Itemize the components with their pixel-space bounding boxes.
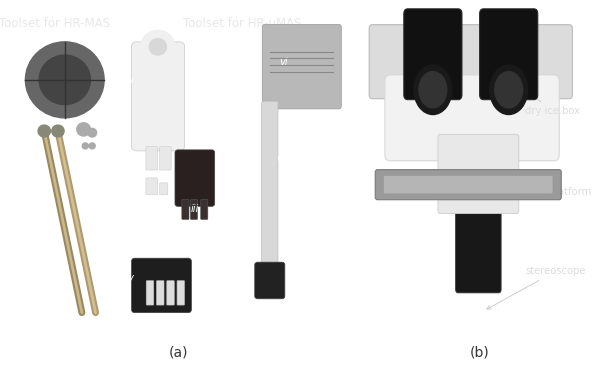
FancyBboxPatch shape	[375, 170, 561, 200]
Circle shape	[52, 125, 64, 137]
FancyBboxPatch shape	[146, 281, 153, 305]
Circle shape	[39, 55, 90, 105]
FancyBboxPatch shape	[132, 42, 185, 151]
FancyBboxPatch shape	[404, 9, 462, 100]
Text: v: v	[127, 273, 133, 283]
Text: Toolset for HR-MAS: Toolset for HR-MAS	[0, 17, 110, 30]
FancyBboxPatch shape	[132, 258, 191, 313]
Circle shape	[26, 42, 104, 118]
Text: 4 mm rotor
Kel-F insert: 4 mm rotor Kel-F insert	[92, 129, 139, 149]
FancyBboxPatch shape	[438, 134, 519, 214]
FancyBboxPatch shape	[385, 75, 559, 161]
Circle shape	[141, 30, 175, 63]
Circle shape	[419, 72, 447, 108]
FancyBboxPatch shape	[262, 24, 341, 109]
FancyBboxPatch shape	[255, 262, 285, 299]
FancyBboxPatch shape	[146, 178, 158, 195]
FancyBboxPatch shape	[160, 183, 168, 195]
FancyBboxPatch shape	[384, 176, 553, 194]
FancyBboxPatch shape	[157, 281, 164, 305]
Text: ii: ii	[21, 214, 26, 224]
FancyBboxPatch shape	[480, 9, 538, 100]
FancyBboxPatch shape	[175, 150, 215, 206]
Text: Toolset for HR-μMAS: Toolset for HR-μMAS	[183, 17, 302, 30]
FancyBboxPatch shape	[160, 146, 171, 170]
Text: dry ice box: dry ice box	[512, 79, 580, 116]
Text: (b): (b)	[470, 346, 489, 360]
Circle shape	[495, 72, 523, 108]
Text: 1 mm rotor: 1 mm rotor	[140, 161, 187, 170]
Circle shape	[77, 123, 91, 136]
Circle shape	[490, 65, 527, 114]
Text: i: i	[23, 45, 25, 55]
Text: vii: vii	[276, 154, 288, 164]
Circle shape	[89, 143, 95, 149]
FancyBboxPatch shape	[146, 146, 158, 170]
FancyBboxPatch shape	[369, 25, 572, 99]
Text: stereoscope: stereoscope	[487, 266, 585, 309]
FancyBboxPatch shape	[167, 281, 174, 305]
Circle shape	[82, 143, 88, 149]
FancyBboxPatch shape	[262, 101, 278, 281]
Circle shape	[414, 65, 452, 114]
Text: cold platform: cold platform	[498, 187, 591, 199]
FancyBboxPatch shape	[200, 199, 208, 220]
Circle shape	[38, 125, 51, 137]
Text: iii: iii	[191, 204, 199, 214]
FancyBboxPatch shape	[177, 281, 185, 305]
FancyBboxPatch shape	[456, 134, 501, 293]
Text: iv: iv	[125, 76, 134, 86]
FancyBboxPatch shape	[182, 199, 189, 220]
Circle shape	[88, 128, 97, 137]
Text: (a): (a)	[169, 346, 188, 360]
Text: vi: vi	[280, 57, 288, 67]
Circle shape	[149, 39, 166, 55]
FancyBboxPatch shape	[191, 199, 197, 220]
